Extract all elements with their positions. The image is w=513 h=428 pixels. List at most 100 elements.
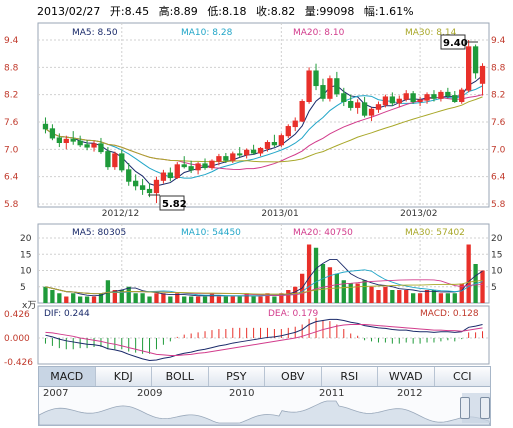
tab-wvad[interactable]: WVAD — [378, 367, 435, 386]
volume-bar — [313, 247, 319, 303]
volume-bar — [237, 296, 242, 303]
candlestick — [278, 133, 284, 148]
quote-open: 开:8.45 — [109, 5, 150, 18]
volume-bar — [50, 290, 55, 303]
candlestick — [244, 148, 250, 159]
volume-bar — [397, 290, 402, 303]
volume-y-tick: 15 — [20, 250, 31, 260]
navigator-left-handle[interactable] — [460, 397, 470, 419]
candlestick — [389, 92, 395, 107]
price-y-tick: 9.4 — [4, 36, 19, 46]
volume-bar — [404, 290, 409, 303]
candlestick — [195, 162, 201, 175]
candle-body — [77, 140, 83, 146]
candle-body — [250, 149, 257, 154]
navigator-year-label: 2007 — [43, 388, 69, 399]
tab-boll[interactable]: BOLL — [152, 367, 209, 386]
volume-bar — [452, 293, 457, 303]
candle-body — [56, 137, 62, 143]
candlestick — [133, 174, 139, 191]
tab-cci[interactable]: CCI — [434, 367, 490, 386]
candle-body — [361, 102, 368, 116]
ma20-label: MA20: 8.10 — [293, 28, 345, 38]
candle-body — [153, 179, 160, 194]
volume-bar — [78, 296, 83, 303]
volume-bar — [369, 286, 374, 303]
tab-rsi[interactable]: RSI — [321, 367, 378, 386]
volume-bar — [202, 296, 208, 303]
candlestick — [313, 63, 319, 91]
volume-bar — [230, 296, 235, 303]
price-x-tick: 2012/12 — [102, 209, 139, 219]
candle-body — [139, 185, 146, 190]
candlestick — [174, 162, 180, 179]
quote-low: 低:8.18 — [207, 5, 247, 18]
candlestick — [479, 63, 486, 96]
volume-bar — [383, 286, 388, 303]
price-y-tick: 5.8 — [4, 200, 19, 210]
candlestick — [119, 149, 125, 173]
volume-bar — [154, 293, 159, 303]
candlestick — [368, 107, 375, 122]
volume-bar — [216, 296, 222, 303]
volume-y-tick: 10 — [20, 267, 32, 277]
time-navigator[interactable]: 2007 2009 2010 2011 2012 — [38, 386, 491, 426]
volume-bar — [279, 293, 284, 303]
quote-close: 收:8.82 — [256, 5, 296, 18]
candle-body — [91, 143, 97, 148]
candlestick — [250, 144, 257, 155]
candle-body — [133, 180, 139, 187]
candle-body — [42, 123, 49, 130]
vol-unit-label: x万 — [22, 301, 36, 311]
tab-kdj[interactable]: KDJ — [95, 367, 152, 386]
tab-macd[interactable]: MACD — [39, 367, 96, 386]
volume-bar — [133, 293, 138, 303]
navigator-year-label: 2010 — [229, 388, 255, 399]
candlestick — [320, 78, 326, 102]
dif-line — [45, 318, 483, 362]
volume-bar — [431, 290, 437, 303]
candlestick — [188, 160, 194, 174]
tab-psy[interactable]: PSY — [208, 367, 265, 386]
navigator-right-handle[interactable] — [480, 397, 490, 419]
candlestick — [112, 151, 118, 170]
candle-body — [271, 142, 278, 146]
volume-bar — [98, 293, 104, 303]
price-y-tick: 7.0 — [4, 145, 19, 155]
candlestick — [452, 91, 458, 103]
min-price-callout: 5.82 — [148, 194, 187, 211]
volume-bar — [223, 296, 228, 303]
candle-body — [278, 135, 284, 146]
volume-y-tick-right: 20 — [491, 234, 503, 244]
candlestick — [70, 131, 76, 145]
candle-body — [209, 160, 215, 169]
volume-bar — [438, 293, 444, 303]
candle-body — [70, 138, 76, 142]
navigator-year-label: 2009 — [137, 388, 163, 399]
candle-body — [292, 120, 298, 128]
candle-body — [257, 147, 264, 154]
candle-body — [472, 46, 479, 74]
candlestick — [56, 133, 62, 148]
quote-header: 2013/02/27 开:8.45 高:8.89 低:8.18 收:8.82 量… — [37, 3, 420, 19]
volume-bar — [258, 296, 263, 303]
candle-body — [202, 163, 208, 169]
candle-body — [188, 166, 194, 171]
price-y-tick-right: 5.8 — [491, 200, 506, 210]
price-x-tick: 2013/02 — [400, 209, 437, 219]
candle-body — [112, 153, 118, 168]
tab-obv[interactable]: OBV — [265, 367, 322, 386]
chart-canvas[interactable]: 9.4 9.4 8.8 8.8 8.2 8.2 7.6 7.6 7.0 7.0 6.4 6.4 5.8 5… — [0, 0, 513, 366]
candle-body — [126, 169, 132, 182]
volume-bar — [147, 296, 152, 303]
candlestick — [466, 40, 472, 93]
volume-bar — [390, 290, 395, 303]
volume-bar — [64, 296, 69, 303]
macd-panel: 0.426 0.000 -0.426 DIF: 0.244 DEA: 0.179 M… — [4, 305, 490, 366]
candle-body — [105, 151, 111, 168]
volume-bar — [84, 296, 90, 303]
candle-body — [479, 65, 486, 84]
candle-body — [174, 164, 180, 179]
candle-body — [223, 156, 229, 161]
dea-label: DEA: 0.179 — [268, 309, 319, 319]
